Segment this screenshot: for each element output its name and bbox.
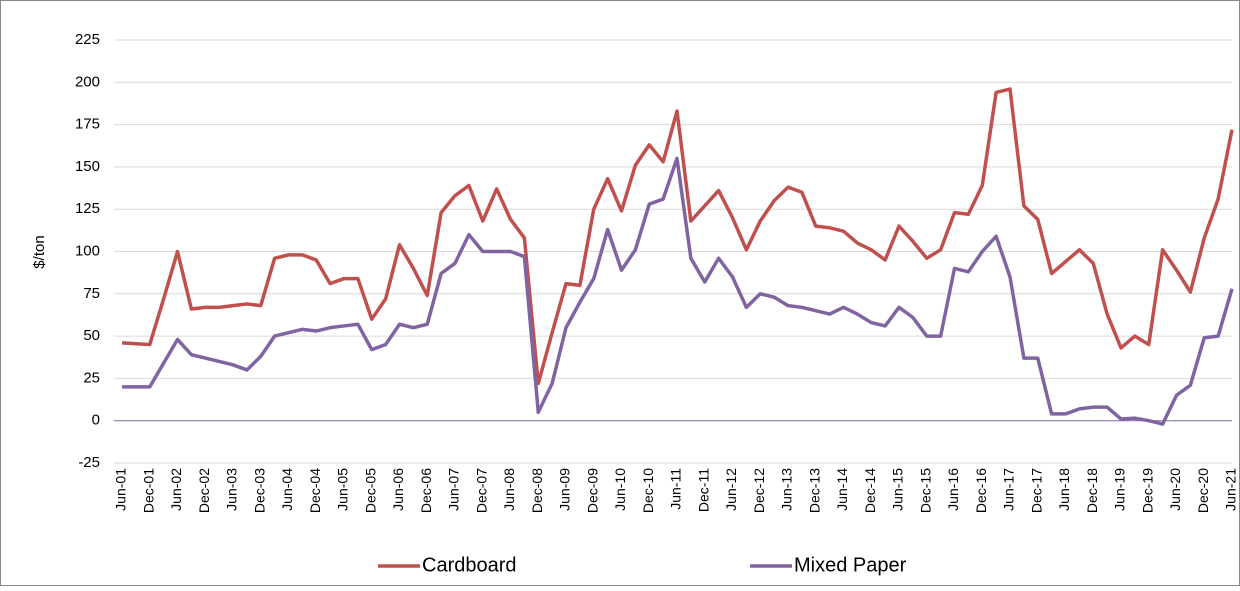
x-tick-label: Jun-04 [279, 468, 295, 511]
y-tick-label: 0 [92, 412, 100, 429]
x-tick-label: Dec-12 [751, 468, 767, 513]
x-tick-label: Dec-16 [973, 468, 989, 513]
y-tick-label: 50 [83, 327, 100, 344]
x-tick-label: Jun-07 [446, 468, 462, 511]
x-tick-label: Dec-11 [695, 468, 711, 512]
y-tick-label: 200 [75, 73, 100, 90]
x-tick-label: Jun-09 [557, 468, 573, 511]
x-tick-label: Dec-17 [1028, 468, 1044, 513]
x-tick-label: Dec-05 [362, 468, 378, 513]
x-tick-label: Jun-13 [779, 468, 795, 511]
x-tick-label: Dec-03 [251, 468, 267, 513]
x-tick-label: Jun-12 [723, 468, 739, 511]
x-tick-label: Jun-14 [834, 468, 850, 511]
x-tick-label: Dec-01 [140, 468, 156, 513]
x-tick-label: Jun-21 [1223, 468, 1239, 511]
y-tick-label: 225 [75, 31, 100, 48]
y-tick-label: -25 [78, 454, 100, 471]
y-tick-label: 175 [75, 116, 100, 133]
x-tick-label: Jun-01 [113, 468, 129, 511]
legend-label: Mixed Paper [794, 554, 907, 576]
x-tick-label: Dec-08 [529, 468, 545, 513]
x-tick-label: Jun-17 [1001, 468, 1017, 511]
y-tick-label: 150 [75, 158, 100, 175]
x-tick-label: Jun-18 [1056, 468, 1072, 511]
y-tick-label: 125 [75, 200, 100, 217]
x-tick-label: Jun-02 [168, 468, 184, 511]
x-tick-label: Jun-20 [1167, 468, 1183, 511]
x-tick-label: Jun-15 [890, 468, 906, 511]
x-tick-label: Jun-08 [501, 468, 517, 511]
x-tick-label: Jun-03 [224, 468, 240, 511]
x-tick-label: Jun-05 [335, 468, 351, 511]
x-tick-label: Jun-06 [390, 468, 406, 511]
y-tick-label: 100 [75, 242, 100, 259]
series-line [122, 156, 1234, 426]
x-tick-label: Jun-19 [1112, 468, 1128, 511]
x-tick-label: Dec-15 [917, 468, 933, 513]
x-tick-label: Dec-09 [584, 468, 600, 513]
x-tick-label: Dec-06 [418, 468, 434, 513]
x-tick-label: Dec-19 [1139, 468, 1155, 513]
y-tick-label: 25 [83, 369, 100, 386]
x-tick-label: Jun-11 [668, 468, 684, 510]
y-axis-label: $/ton [31, 235, 48, 268]
legend-label: Cardboard [422, 554, 517, 576]
x-tick-label: Dec-10 [640, 468, 656, 513]
x-tick-label: Jun-10 [612, 468, 628, 511]
series-line [121, 87, 1234, 386]
x-tick-label: Dec-02 [196, 468, 212, 513]
y-tick-label: 75 [83, 285, 100, 302]
x-tick-label: Dec-07 [473, 468, 489, 513]
x-tick-label: Dec-04 [307, 468, 323, 513]
x-tick-label: Dec-13 [806, 468, 822, 513]
x-tick-label: Jun-16 [945, 468, 961, 511]
x-tick-label: Dec-20 [1195, 468, 1211, 513]
x-tick-label: Dec-14 [862, 468, 878, 513]
x-tick-label: Dec-18 [1084, 468, 1100, 513]
